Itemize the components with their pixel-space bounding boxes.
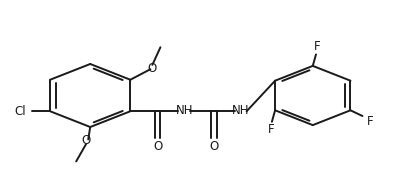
Text: O: O [148, 62, 157, 75]
Text: NH: NH [232, 104, 249, 117]
Text: O: O [153, 140, 162, 153]
Text: O: O [209, 140, 219, 153]
Text: F: F [367, 115, 374, 128]
Text: F: F [268, 123, 274, 136]
Text: NH: NH [176, 104, 193, 117]
Text: O: O [81, 134, 91, 147]
Text: F: F [314, 40, 320, 53]
Text: Cl: Cl [14, 105, 26, 118]
